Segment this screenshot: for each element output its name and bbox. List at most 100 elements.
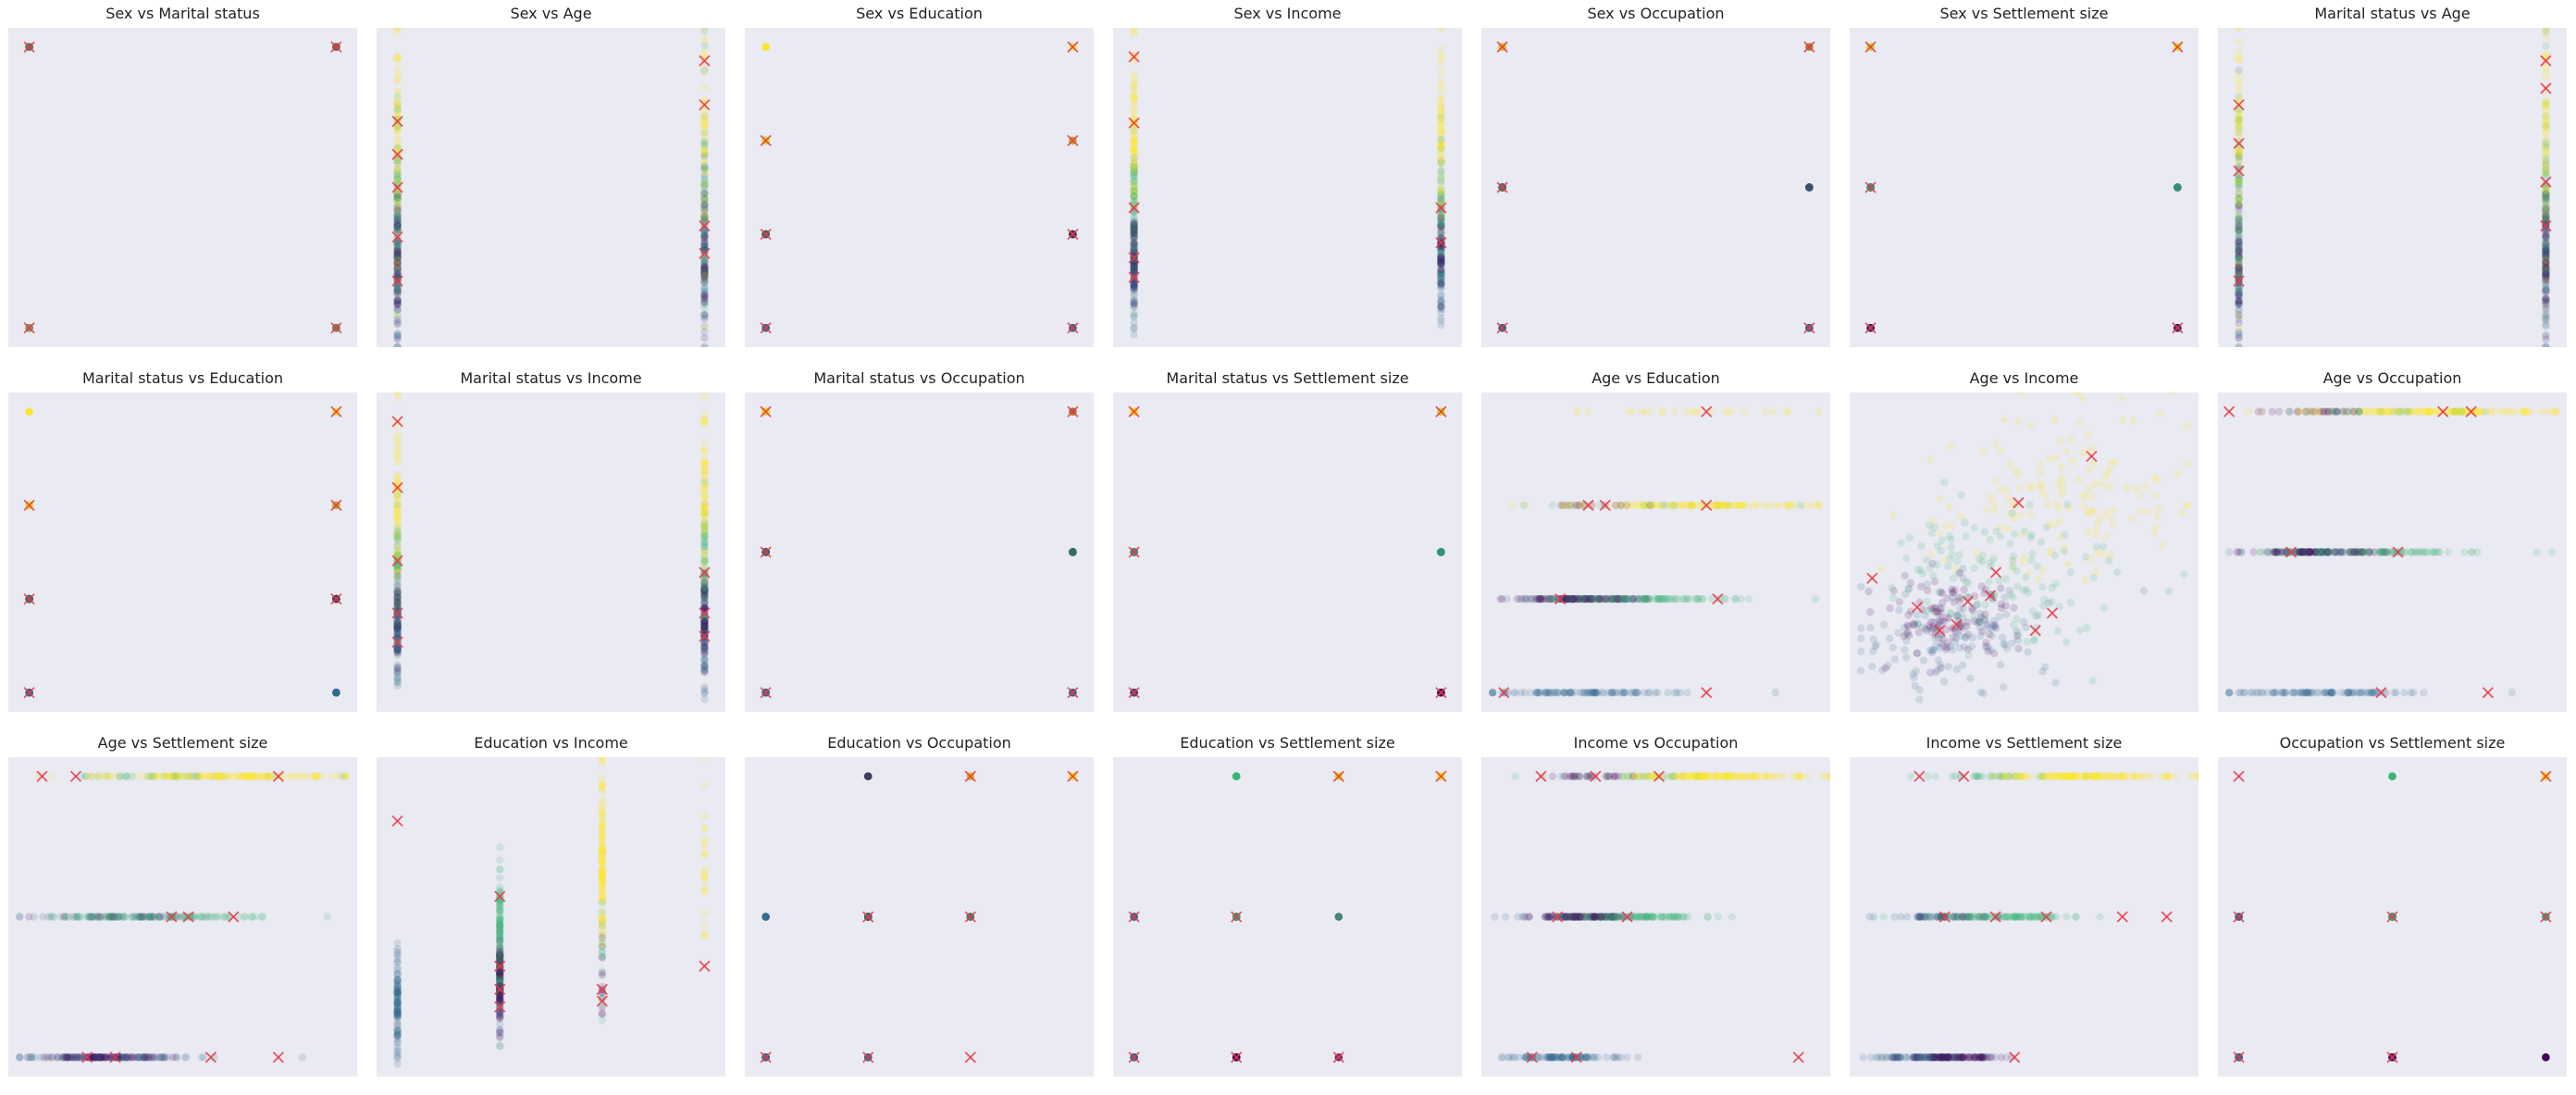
data-point <box>700 149 709 157</box>
data-point <box>393 168 402 178</box>
data-point <box>2542 143 2550 152</box>
data-point <box>1437 279 1445 287</box>
data-point <box>393 282 402 291</box>
centroid-marker <box>2233 165 2245 177</box>
data-point <box>2542 120 2550 130</box>
data-point <box>1437 185 1445 194</box>
data-point <box>393 248 402 257</box>
data-point <box>700 574 709 582</box>
data-point <box>1130 185 1138 193</box>
data-point <box>393 259 402 268</box>
data-point <box>2542 216 2550 225</box>
data-point <box>1069 548 1077 556</box>
data-point <box>1437 256 1445 265</box>
data-point <box>393 142 402 150</box>
data-point <box>2542 156 2550 165</box>
data-point <box>393 623 402 631</box>
data-point <box>393 193 402 202</box>
data-point <box>393 596 402 604</box>
data-point <box>1437 259 1445 268</box>
data-point <box>2235 254 2243 262</box>
data-point <box>1437 156 1445 165</box>
data-point <box>2174 183 2182 192</box>
data-point <box>1437 303 1445 311</box>
data-point <box>332 689 341 697</box>
data-point <box>393 213 402 221</box>
data-point <box>700 539 709 547</box>
centroid-marker <box>760 228 772 241</box>
data-point <box>700 211 709 220</box>
data-point <box>700 541 709 550</box>
cluster-points <box>2235 28 2550 347</box>
data-point <box>1130 192 1138 200</box>
data-point <box>700 656 709 665</box>
data-point <box>700 267 709 276</box>
data-point <box>1130 111 1138 119</box>
data-point <box>1437 195 1445 204</box>
data-point <box>2235 259 2243 268</box>
data-point <box>700 232 709 241</box>
data-point <box>1437 189 1445 197</box>
data-point <box>393 547 402 555</box>
data-point <box>700 592 709 601</box>
data-point <box>2542 148 2550 156</box>
data-point <box>700 695 709 703</box>
data-point <box>393 674 402 683</box>
data-point <box>1130 259 1138 268</box>
data-point <box>1130 263 1138 271</box>
data-point <box>700 181 709 190</box>
data-point <box>393 636 402 645</box>
data-point <box>700 661 709 669</box>
data-point <box>2174 183 2182 192</box>
data-point <box>2542 335 2550 343</box>
data-point <box>700 266 709 274</box>
data-point <box>1130 232 1138 242</box>
data-point <box>393 564 402 572</box>
plot-area <box>377 392 725 712</box>
data-point <box>700 587 709 596</box>
data-point <box>393 215 402 223</box>
data-point <box>700 267 709 276</box>
data-point <box>393 115 402 124</box>
data-point <box>393 589 402 597</box>
data-point <box>700 583 709 592</box>
data-point <box>1437 160 1445 168</box>
data-point <box>393 618 402 627</box>
data-point <box>2542 191 2550 199</box>
data-point <box>2174 183 2182 192</box>
data-point <box>1130 165 1138 173</box>
data-point <box>393 567 402 576</box>
data-point <box>393 240 402 248</box>
data-point <box>2174 183 2182 192</box>
data-point <box>2174 183 2182 192</box>
data-point <box>1437 252 1445 260</box>
plot-area <box>1850 28 2198 347</box>
data-point <box>2235 254 2243 262</box>
data-point <box>2235 47 2243 56</box>
data-point <box>700 270 709 280</box>
data-point <box>393 186 402 194</box>
data-point <box>700 272 709 280</box>
data-point <box>2235 184 2243 193</box>
data-point <box>1130 243 1138 253</box>
data-point <box>1130 218 1138 227</box>
data-point <box>1437 120 1445 130</box>
data-point <box>393 248 402 256</box>
data-point <box>393 554 402 563</box>
data-point <box>393 201 402 209</box>
data-point <box>393 298 402 307</box>
data-point <box>2235 180 2243 188</box>
data-point <box>393 492 402 502</box>
data-point <box>1069 548 1077 556</box>
data-point <box>2235 68 2243 78</box>
data-point <box>700 161 709 169</box>
data-point <box>2174 183 2182 192</box>
data-point <box>700 578 709 586</box>
centroid-marker <box>1067 41 1079 53</box>
data-point <box>700 623 709 632</box>
data-point <box>2542 266 2550 274</box>
data-point <box>700 617 709 626</box>
data-point <box>332 689 341 697</box>
data-point <box>2542 245 2550 254</box>
data-point <box>2235 250 2243 258</box>
